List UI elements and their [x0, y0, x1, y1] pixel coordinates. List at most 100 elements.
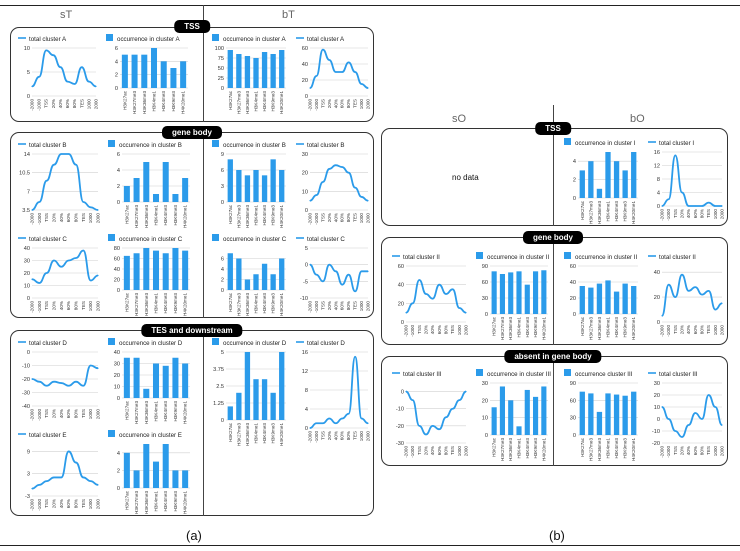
data-point	[38, 484, 40, 486]
legend-label: total cluster A	[29, 36, 67, 43]
bar	[270, 274, 276, 290]
data-point	[708, 290, 710, 292]
data-point	[90, 279, 92, 282]
legend-label: occurrence in cluster II	[575, 254, 638, 261]
chart-sT_gb_line: total cluster B 14 10.5 7 3.5 -2000 -1000 TSS 20…	[14, 138, 102, 228]
x-tick-label: 20%	[680, 446, 685, 455]
section-label-tss-b: TSS	[535, 122, 571, 135]
data-point	[668, 198, 670, 200]
column-header-bT: bT	[282, 9, 295, 21]
data-point	[81, 66, 83, 68]
y-tick-label: 60	[114, 257, 120, 263]
caption-a: (a)	[186, 528, 202, 543]
legend-bar-swatch	[212, 338, 219, 345]
x-tick-label: 80%	[700, 209, 705, 218]
data-point	[75, 257, 77, 259]
bar	[162, 253, 169, 290]
data-point	[328, 168, 330, 170]
bottom-rule	[0, 545, 740, 546]
bar	[631, 391, 637, 435]
bar	[236, 54, 242, 88]
bar	[516, 426, 522, 435]
data-point	[354, 356, 356, 358]
x-category-label: H3K27me3	[500, 438, 505, 461]
bar	[524, 284, 530, 314]
y-tick-label: 4	[117, 451, 120, 457]
legend: occurrence in cluster B	[108, 140, 182, 149]
y-tick-label: 0	[657, 417, 660, 423]
x-category-label: H3K4me3	[262, 91, 267, 112]
chart-sT_tss_line: total cluster A 10 5 0 -2000 -1000 TSS 20% 40% 60…	[14, 32, 100, 114]
bar	[279, 258, 285, 290]
data-point	[82, 385, 84, 387]
x-tick-label: 2000	[366, 213, 371, 224]
x-tick-label: 80%	[346, 99, 351, 108]
y-tick-label: -10	[22, 364, 30, 370]
x-category-label: H3K36me3	[245, 423, 250, 446]
legend: occurrence in cluster D	[212, 338, 287, 347]
data-point	[315, 75, 318, 77]
data-point	[681, 274, 683, 276]
chart-sT_gb_bar: occurrence in cluster B 6 4 2 0 H3K27ac H3K27m…	[104, 138, 194, 228]
x-category-label: H4K20me1	[279, 205, 284, 228]
bar	[622, 170, 628, 198]
data-point	[60, 153, 62, 155]
x-tick-label: -1000	[666, 209, 671, 221]
y-tick-label: 100	[215, 46, 224, 52]
y-tick-label: 0	[117, 396, 120, 402]
y-tick-label: 2	[221, 278, 224, 284]
chart-sO_gb_bar: occurrence in cluster II 90 60 30 0 H3K27ac H3…	[472, 250, 552, 340]
x-category-label: H4K20me1	[631, 201, 636, 224]
legend: total cluster C	[296, 236, 345, 243]
bar	[579, 170, 585, 198]
x-category-label: H3K9me3	[173, 205, 178, 226]
chart-svg: occurrence in cluster C 80 60 40 20 0 H3K27ac H…	[108, 234, 190, 316]
bar	[133, 253, 140, 290]
bar	[170, 68, 177, 88]
bar	[270, 392, 276, 420]
data-point	[661, 315, 663, 317]
bar	[613, 161, 620, 198]
x-category-label: H3K27ac	[228, 204, 233, 224]
x-tick-label: 1000	[713, 209, 718, 220]
x-tick-label: 1000	[88, 499, 93, 510]
legend-label: occurrence in cluster D	[119, 340, 183, 347]
data-point	[445, 293, 447, 295]
x-tick-label: 60%	[693, 446, 698, 455]
chart-svg: total cluster C 40 30 20 10 0-2000 -1000 TSS 20%…	[18, 236, 101, 313]
x-tick-label: 2000	[464, 446, 469, 457]
x-tick-label: 40%	[59, 301, 64, 310]
legend-label: occurrence in cluster B	[223, 142, 286, 149]
chart-svg: total cluster III 0 -10 -20 -30-2000 -1000 TSS…	[392, 371, 469, 458]
bar	[622, 283, 628, 314]
data-point	[348, 413, 350, 415]
x-tick-label: 2000	[720, 446, 725, 457]
data-point	[82, 476, 84, 479]
x-tick-label: 80%	[346, 431, 351, 440]
x-tick-label: 80%	[72, 99, 77, 108]
legend-bar-swatch	[106, 34, 113, 41]
y-tick-label: 60	[482, 280, 488, 286]
data-point	[425, 293, 427, 295]
x-tick-label: -1000	[37, 301, 42, 313]
data-point	[322, 280, 324, 282]
x-tick-label: TSS	[320, 213, 325, 222]
data-point	[322, 49, 324, 51]
data-point	[708, 394, 710, 396]
x-tick-label: 1000	[713, 325, 718, 336]
bar	[499, 274, 505, 314]
y-tick-label: 7	[27, 189, 30, 195]
data-point	[53, 164, 55, 166]
y-tick-label: 4	[115, 59, 118, 65]
data-point	[322, 181, 324, 183]
bar	[162, 444, 169, 488]
y-tick-label: 90	[570, 381, 576, 387]
bar	[261, 52, 268, 88]
y-tick-label: 0	[485, 312, 488, 318]
x-tick-label: 40%	[59, 499, 64, 508]
y-tick-label: 60	[398, 264, 404, 270]
x-category-label: H3K9me3	[623, 201, 628, 222]
x-tick-label: 80%	[74, 409, 79, 418]
data-point	[418, 279, 420, 281]
data-point	[46, 272, 48, 274]
